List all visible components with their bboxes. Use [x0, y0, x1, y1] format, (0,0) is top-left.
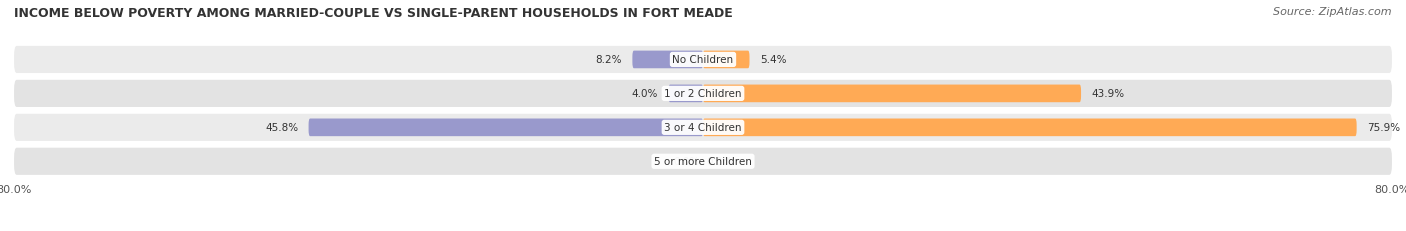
FancyBboxPatch shape — [14, 80, 1392, 107]
Text: 5.4%: 5.4% — [759, 55, 786, 65]
FancyBboxPatch shape — [703, 119, 1357, 137]
Text: 5 or more Children: 5 or more Children — [654, 157, 752, 167]
FancyBboxPatch shape — [14, 47, 1392, 74]
Text: 75.9%: 75.9% — [1367, 123, 1400, 133]
Text: 45.8%: 45.8% — [266, 123, 298, 133]
FancyBboxPatch shape — [14, 148, 1392, 175]
FancyBboxPatch shape — [633, 51, 703, 69]
FancyBboxPatch shape — [703, 51, 749, 69]
Text: No Children: No Children — [672, 55, 734, 65]
FancyBboxPatch shape — [669, 85, 703, 103]
Text: 1 or 2 Children: 1 or 2 Children — [664, 89, 742, 99]
Text: 0.0%: 0.0% — [706, 157, 733, 167]
Text: 43.9%: 43.9% — [1091, 89, 1125, 99]
FancyBboxPatch shape — [703, 85, 1081, 103]
Text: 8.2%: 8.2% — [596, 55, 621, 65]
Text: 3 or 4 Children: 3 or 4 Children — [664, 123, 742, 133]
FancyBboxPatch shape — [308, 119, 703, 137]
Text: INCOME BELOW POVERTY AMONG MARRIED-COUPLE VS SINGLE-PARENT HOUSEHOLDS IN FORT ME: INCOME BELOW POVERTY AMONG MARRIED-COUPL… — [14, 7, 733, 20]
Text: 0.0%: 0.0% — [673, 157, 700, 167]
Text: Source: ZipAtlas.com: Source: ZipAtlas.com — [1274, 7, 1392, 17]
FancyBboxPatch shape — [14, 114, 1392, 141]
Text: 4.0%: 4.0% — [631, 89, 658, 99]
